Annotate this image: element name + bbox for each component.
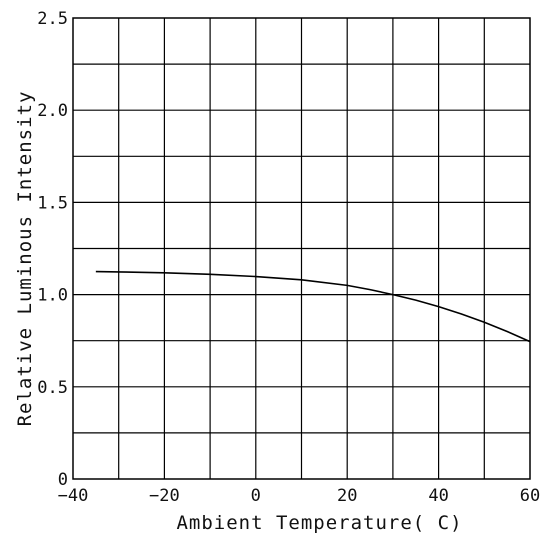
y-tick-label: 1.0 xyxy=(37,286,68,306)
y-tick-label: 0.5 xyxy=(37,378,68,398)
grid xyxy=(73,18,530,479)
x-tick-label: 40 xyxy=(428,486,448,506)
x-tick-label: 60 xyxy=(520,486,540,506)
series-layer xyxy=(95,270,531,343)
x-tick-labels: −40 −20 0 20 40 60 xyxy=(58,486,541,506)
y-tick-labels: 0 0.5 1.0 1.5 2.0 2.5 xyxy=(37,9,68,490)
series-line xyxy=(95,270,531,343)
x-axis-title: Ambient Temperature( C) xyxy=(176,512,462,534)
x-tick-label: −20 xyxy=(149,486,180,506)
x-tick-label: 20 xyxy=(337,486,357,506)
plot-frame xyxy=(72,17,531,480)
y-axis-title: Relative Luminous Intensity xyxy=(14,91,36,427)
y-tick-label: 2.5 xyxy=(37,9,68,29)
y-tick-label: 1.5 xyxy=(37,193,68,213)
x-tick-label: 0 xyxy=(251,486,261,506)
y-tick-label: 0 xyxy=(58,470,68,490)
x-tick-label: −40 xyxy=(58,486,89,506)
y-tick-label: 2.0 xyxy=(37,101,68,121)
